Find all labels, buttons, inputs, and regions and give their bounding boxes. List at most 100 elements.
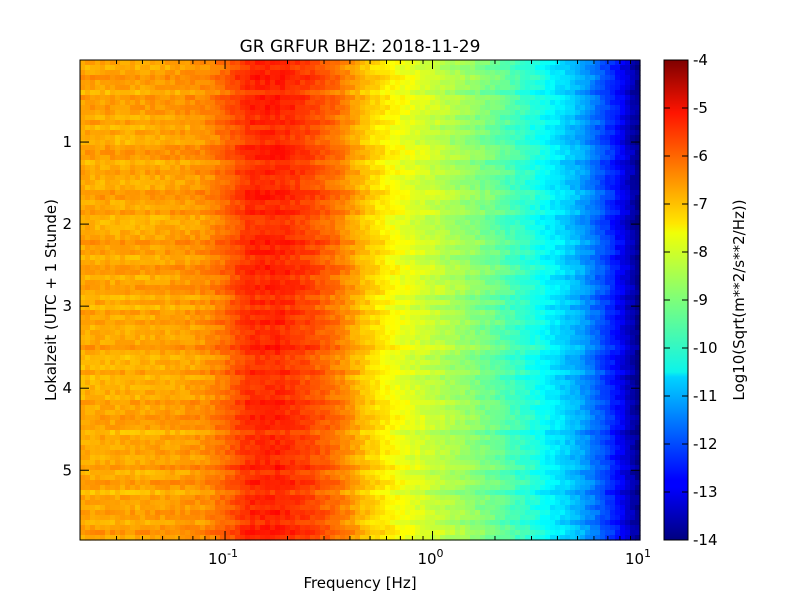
heatmap-cell (225, 390, 231, 396)
heatmap-cell (305, 200, 311, 206)
heatmap-cell (235, 145, 241, 151)
heatmap-cell (120, 410, 126, 416)
heatmap-cell (115, 445, 121, 451)
heatmap-cell (100, 525, 106, 531)
heatmap-cell (230, 180, 236, 186)
heatmap-cell (215, 220, 221, 226)
heatmap-cell (155, 115, 161, 121)
heatmap-cell (205, 135, 211, 141)
heatmap-cell (205, 110, 211, 116)
heatmap-cell (275, 300, 281, 306)
heatmap-cell (190, 325, 196, 331)
heatmap-cell (190, 150, 196, 156)
heatmap-cell (270, 535, 276, 541)
heatmap-cell (210, 80, 216, 86)
heatmap-cell (285, 300, 291, 306)
heatmap-cell (135, 505, 141, 511)
heatmap-cell (160, 360, 166, 366)
heatmap-cell (110, 75, 116, 81)
heatmap-cell (215, 215, 221, 221)
heatmap-cell (265, 240, 271, 246)
heatmap-cell (205, 365, 211, 371)
heatmap-cell (95, 205, 101, 211)
heatmap-cell (210, 65, 216, 71)
heatmap-cell (200, 285, 206, 291)
heatmap-cell (245, 365, 251, 371)
heatmap-cell (95, 325, 101, 331)
heatmap-cell (320, 200, 326, 206)
heatmap-cell (130, 515, 136, 521)
heatmap-cell (155, 75, 161, 81)
heatmap-cell (165, 480, 171, 486)
heatmap-cell (325, 395, 331, 401)
heatmap-cell (125, 390, 131, 396)
heatmap-cell (95, 460, 101, 466)
heatmap-cell (290, 95, 296, 101)
heatmap-cell (270, 270, 276, 276)
heatmap-cell (130, 310, 136, 316)
heatmap-cell (220, 245, 226, 251)
heatmap-cell (260, 280, 266, 286)
heatmap-cell (230, 75, 236, 81)
heatmap-cell (120, 290, 126, 296)
heatmap-cell (150, 190, 156, 196)
heatmap-cell (330, 90, 336, 96)
heatmap-cell (315, 235, 321, 241)
heatmap-cell (205, 60, 211, 66)
heatmap-cell (260, 305, 266, 311)
heatmap-cell (115, 325, 121, 331)
heatmap-cell (225, 350, 231, 356)
heatmap-cell (335, 365, 341, 371)
heatmap-cell (245, 210, 251, 216)
heatmap-cell (325, 70, 331, 76)
heatmap-cell (235, 335, 241, 341)
heatmap-cell (85, 505, 91, 511)
heatmap-cell (240, 80, 246, 86)
heatmap-cell (85, 515, 91, 521)
heatmap-cell (90, 380, 96, 386)
heatmap-cell (240, 515, 246, 521)
heatmap-cell (115, 255, 121, 261)
heatmap-cell (275, 510, 281, 516)
heatmap-cell (125, 125, 131, 131)
heatmap-cell (150, 105, 156, 111)
heatmap-cell (185, 340, 191, 346)
heatmap-cell (175, 505, 181, 511)
heatmap-cell (315, 500, 321, 506)
heatmap-cell (310, 420, 316, 426)
heatmap-cell (235, 520, 241, 526)
heatmap-cell (235, 420, 241, 426)
heatmap-cell (270, 300, 276, 306)
heatmap-cell (315, 80, 321, 86)
heatmap-cell (210, 505, 216, 511)
heatmap-cell (215, 205, 221, 211)
heatmap-cell (290, 505, 296, 511)
heatmap-cell (160, 265, 166, 271)
heatmap-cell (325, 120, 331, 126)
heatmap-cell (200, 250, 206, 256)
heatmap-cell (230, 525, 236, 531)
heatmap-cell (290, 390, 296, 396)
heatmap-cell (335, 225, 341, 231)
heatmap-cell (100, 85, 106, 91)
heatmap-cell (85, 65, 91, 71)
heatmap-cell (250, 190, 256, 196)
heatmap-cell (145, 140, 151, 146)
heatmap-cell (135, 260, 141, 266)
heatmap-cell (160, 355, 166, 361)
heatmap-cell (220, 255, 226, 261)
heatmap-cell (295, 240, 301, 246)
heatmap-cell (295, 220, 301, 226)
heatmap-cell (175, 370, 181, 376)
heatmap-cell (150, 370, 156, 376)
heatmap-cell (300, 210, 306, 216)
heatmap-cell (195, 435, 201, 441)
heatmap-cell (185, 80, 191, 86)
heatmap-cell (135, 515, 141, 521)
heatmap-cell (155, 165, 161, 171)
heatmap-cell (335, 75, 341, 81)
heatmap-cell (100, 95, 106, 101)
heatmap-cell (85, 340, 91, 346)
heatmap-cell (270, 445, 276, 451)
heatmap-cell (80, 315, 86, 321)
